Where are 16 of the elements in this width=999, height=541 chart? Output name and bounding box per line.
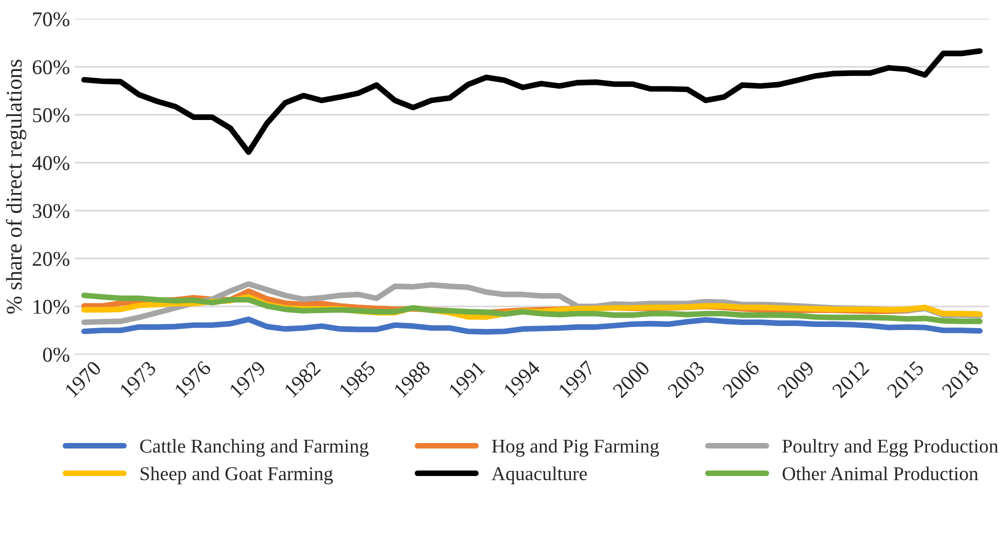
y-tick-label: 20% [32,252,70,266]
y-tick-label: 60% [32,60,70,74]
y-tick-label: 0% [43,348,70,362]
y-tick-label: 70% [33,12,70,26]
legend-label: Poultry and Egg Production [782,439,998,457]
legend-label: Other Animal Production [782,466,978,480]
legend-label: Hog and Pig Farming [492,439,659,457]
x-tick-label: 1991 [448,360,486,398]
y-tick-label: 30% [32,204,70,218]
y-tick-label: 40% [32,156,70,170]
y-tick-label: 50% [33,108,70,122]
y-tick-label: 10% [34,300,70,314]
y-axis-title: % share of direct regulations [6,60,26,314]
legend-label: Aquaculture [492,466,587,484]
legend-label: Cattle Ranching and Farming [140,439,369,457]
legend-label: Sheep and Goat Farming [140,466,333,484]
